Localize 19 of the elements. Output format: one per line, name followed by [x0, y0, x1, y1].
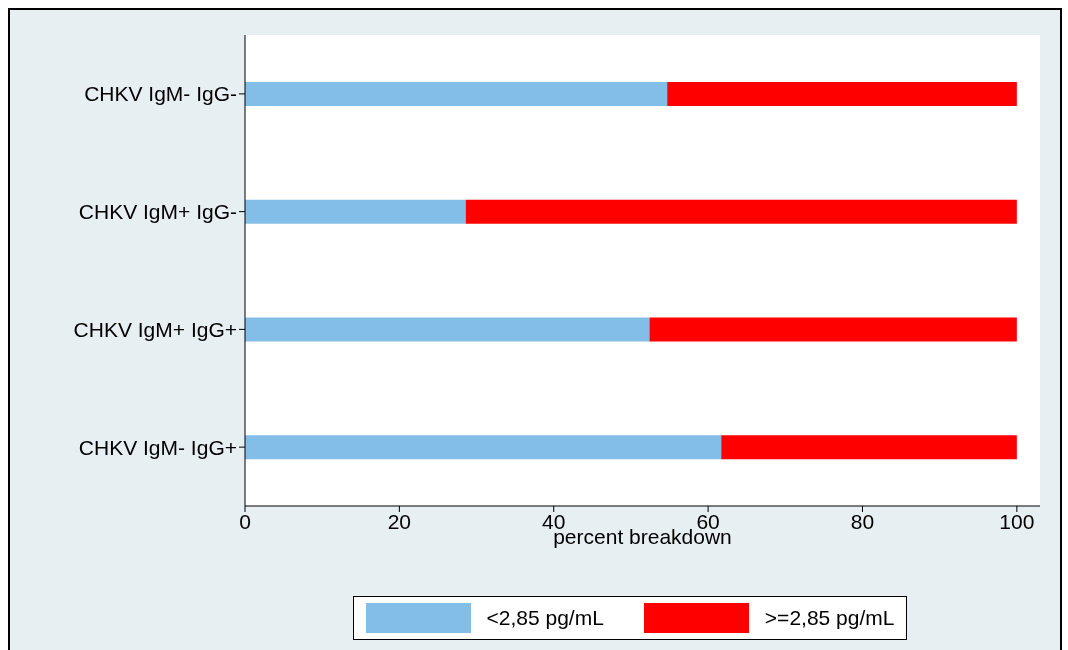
x-tick-label: 0 — [239, 509, 251, 533]
y-tick-label: CHKV IgM+ IgG- — [78, 200, 237, 224]
bar — [465, 199, 1017, 224]
y-tick-label: CHKV IgM- IgG- — [84, 82, 237, 106]
y-tick-label: CHKV IgM+ IgG+ — [73, 317, 237, 341]
bar — [245, 199, 466, 224]
x-tick-label: 100 — [999, 509, 1035, 533]
bar — [721, 435, 1017, 460]
x-tick-label: 20 — [387, 509, 412, 533]
bar — [649, 317, 1017, 342]
y-tick-label: CHKV IgM- IgG+ — [78, 435, 237, 459]
bar — [245, 435, 722, 460]
x-tick-label: 60 — [696, 509, 720, 533]
bar — [245, 82, 668, 107]
bar — [667, 82, 1017, 107]
x-tick-label: 80 — [850, 509, 875, 533]
legend-label: <2,85 pg/mL — [486, 606, 604, 630]
legend-label: >=2,85 pg/mL — [764, 606, 895, 630]
bar — [245, 317, 650, 342]
